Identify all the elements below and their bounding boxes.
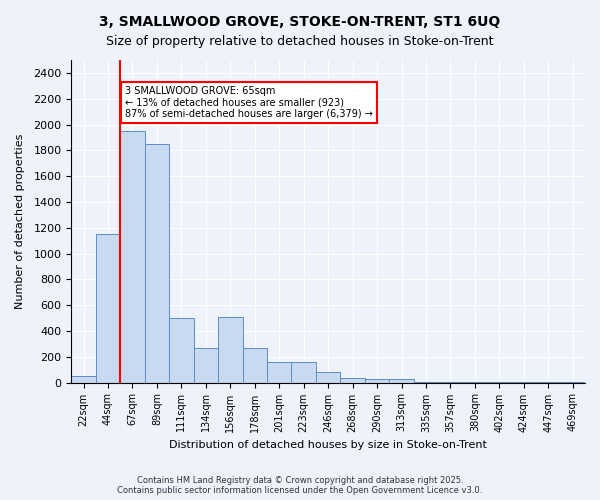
Bar	[194, 348, 218, 382]
Bar	[389, 378, 414, 382]
Bar	[242, 348, 267, 382]
Y-axis label: Number of detached properties: Number of detached properties	[15, 134, 25, 309]
Text: 3, SMALLWOOD GROVE, STOKE-ON-TRENT, ST1 6UQ: 3, SMALLWOOD GROVE, STOKE-ON-TRENT, ST1 …	[100, 15, 500, 29]
Bar	[316, 372, 340, 382]
Bar	[96, 234, 120, 382]
Bar	[145, 144, 169, 382]
Text: Contains HM Land Registry data © Crown copyright and database right 2025.
Contai: Contains HM Land Registry data © Crown c…	[118, 476, 482, 495]
X-axis label: Distribution of detached houses by size in Stoke-on-Trent: Distribution of detached houses by size …	[169, 440, 487, 450]
Bar	[71, 376, 96, 382]
Bar	[340, 378, 365, 382]
Bar	[292, 362, 316, 382]
Bar	[267, 362, 292, 382]
Text: Size of property relative to detached houses in Stoke-on-Trent: Size of property relative to detached ho…	[106, 35, 494, 48]
Text: 3 SMALLWOOD GROVE: 65sqm
← 13% of detached houses are smaller (923)
87% of semi-: 3 SMALLWOOD GROVE: 65sqm ← 13% of detach…	[125, 86, 373, 119]
Bar	[169, 318, 194, 382]
Bar	[218, 317, 242, 382]
Bar	[365, 378, 389, 382]
Bar	[120, 131, 145, 382]
